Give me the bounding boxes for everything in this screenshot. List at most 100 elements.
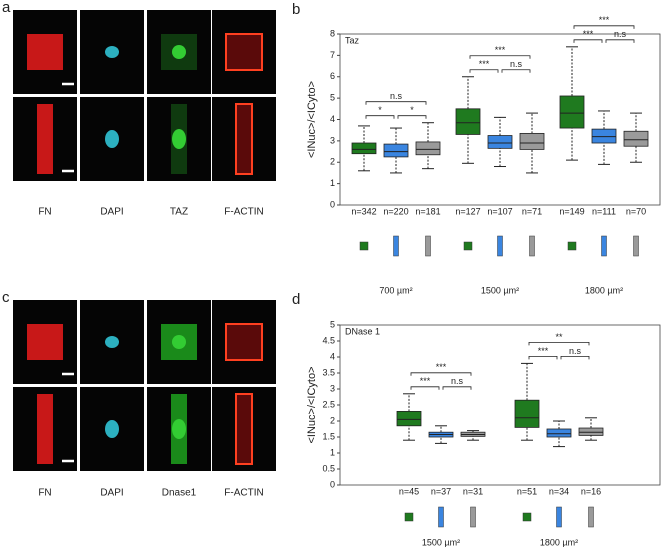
n-label: n=181 [415,206,440,216]
y-tick-label: 4.5 [322,335,335,345]
channel-label: F-ACTIN [224,488,263,499]
annotation: DNase 1 [345,326,380,336]
actin [235,103,253,175]
channel-label: F-ACTIN [224,207,263,218]
nucleus-signal [172,129,186,149]
shape-icon [393,235,399,257]
n-label: n=31 [463,486,483,496]
sig-bracket [573,25,635,29]
sig-label: *** [495,45,506,55]
plot-frame [339,324,661,486]
sig-label: *** [436,362,447,372]
n-label: n=149 [559,206,584,216]
sig-label: *** [599,15,610,25]
plot-frame [339,33,661,206]
channel-label: DAPI [100,207,123,218]
sig-label: n.s [510,59,523,69]
sig-bracket [469,55,531,59]
nucleus [105,336,119,348]
sig-label: n.s [614,29,627,39]
n-label: n=342 [351,206,376,216]
y-tick-label: 2.5 [322,399,335,409]
channel-label: FN [38,488,51,499]
sig-label: *** [583,29,594,39]
channel-label: DAPI [100,488,123,499]
panel-letter: d [292,291,300,308]
group-label: 1800 µm² [585,285,623,295]
y-tick-label: 0 [330,199,335,209]
shape-icon [438,506,444,528]
shape-icon [522,512,532,522]
box [623,130,649,147]
n-label: n=70 [626,206,646,216]
y-tick-label: 5 [330,319,335,329]
shape-icon [463,241,473,251]
cell-shape [37,104,53,174]
shape-icon [529,235,535,257]
sig-bracket [410,386,440,390]
y-tick-label: 4 [330,351,335,361]
box [487,135,513,149]
y-tick-label: 0 [330,479,335,489]
nucleus [105,130,119,148]
sig-bracket [442,386,472,390]
n-label: n=37 [431,486,451,496]
y-tick-label: 1 [330,447,335,457]
y-tick-label: 2 [330,157,335,167]
panel-letter: c [2,289,10,306]
n-label: n=127 [455,206,480,216]
sig-label: *** [479,59,490,69]
sig-bracket [605,39,635,43]
sig-label: * [378,105,382,115]
shape-icon [556,506,562,528]
n-label: n=34 [549,486,569,496]
box [455,108,481,135]
sig-label: ** [555,332,563,342]
panel-letter: a [2,0,11,16]
shape-icon [601,235,607,257]
y-axis-label: <INuc>/<ICyto> [306,81,318,158]
sig-bracket [469,69,499,73]
nucleus-signal [172,419,186,439]
nucleus-signal [172,335,186,349]
sig-label: *** [420,376,431,386]
y-tick-label: 6 [330,71,335,81]
y-tick-label: 3 [330,383,335,393]
panel-letter: b [292,1,300,18]
y-tick-label: 1 [330,178,335,188]
shape-icon [425,235,431,257]
box [519,132,545,150]
sig-bracket [397,115,427,119]
sig-label: n.s [569,346,582,356]
y-tick-label: 1.5 [322,431,335,441]
n-label: n=45 [399,486,419,496]
y-tick-label: 4 [330,114,335,124]
cell-shape [37,394,53,464]
shape-icon [567,241,577,251]
sig-label: n.s [390,91,403,101]
sig-bracket [365,115,395,119]
shape-icon [633,235,639,257]
n-label: n=71 [522,206,542,216]
y-axis-label: <INuc>/<ICyto> [306,366,318,443]
cell-shape [27,324,63,360]
group-label: 1500 µm² [422,537,460,547]
sig-label: n.s [451,376,464,386]
channel-label: Dnase1 [162,488,197,499]
n-label: n=220 [383,206,408,216]
y-tick-label: 3 [330,135,335,145]
channel-label: FN [38,207,51,218]
y-tick-label: 7 [330,50,335,60]
sig-bracket [365,101,427,105]
shape-icon [497,235,503,257]
box [514,399,540,428]
group-label: 1800 µm² [540,537,578,547]
y-tick-label: 0.5 [322,463,335,473]
annotation: Taz [345,35,360,45]
group-label: 1500 µm² [481,285,519,295]
cell-shape [27,34,63,70]
sig-bracket [528,356,558,360]
nucleus [105,46,119,58]
sig-bracket [528,342,590,346]
